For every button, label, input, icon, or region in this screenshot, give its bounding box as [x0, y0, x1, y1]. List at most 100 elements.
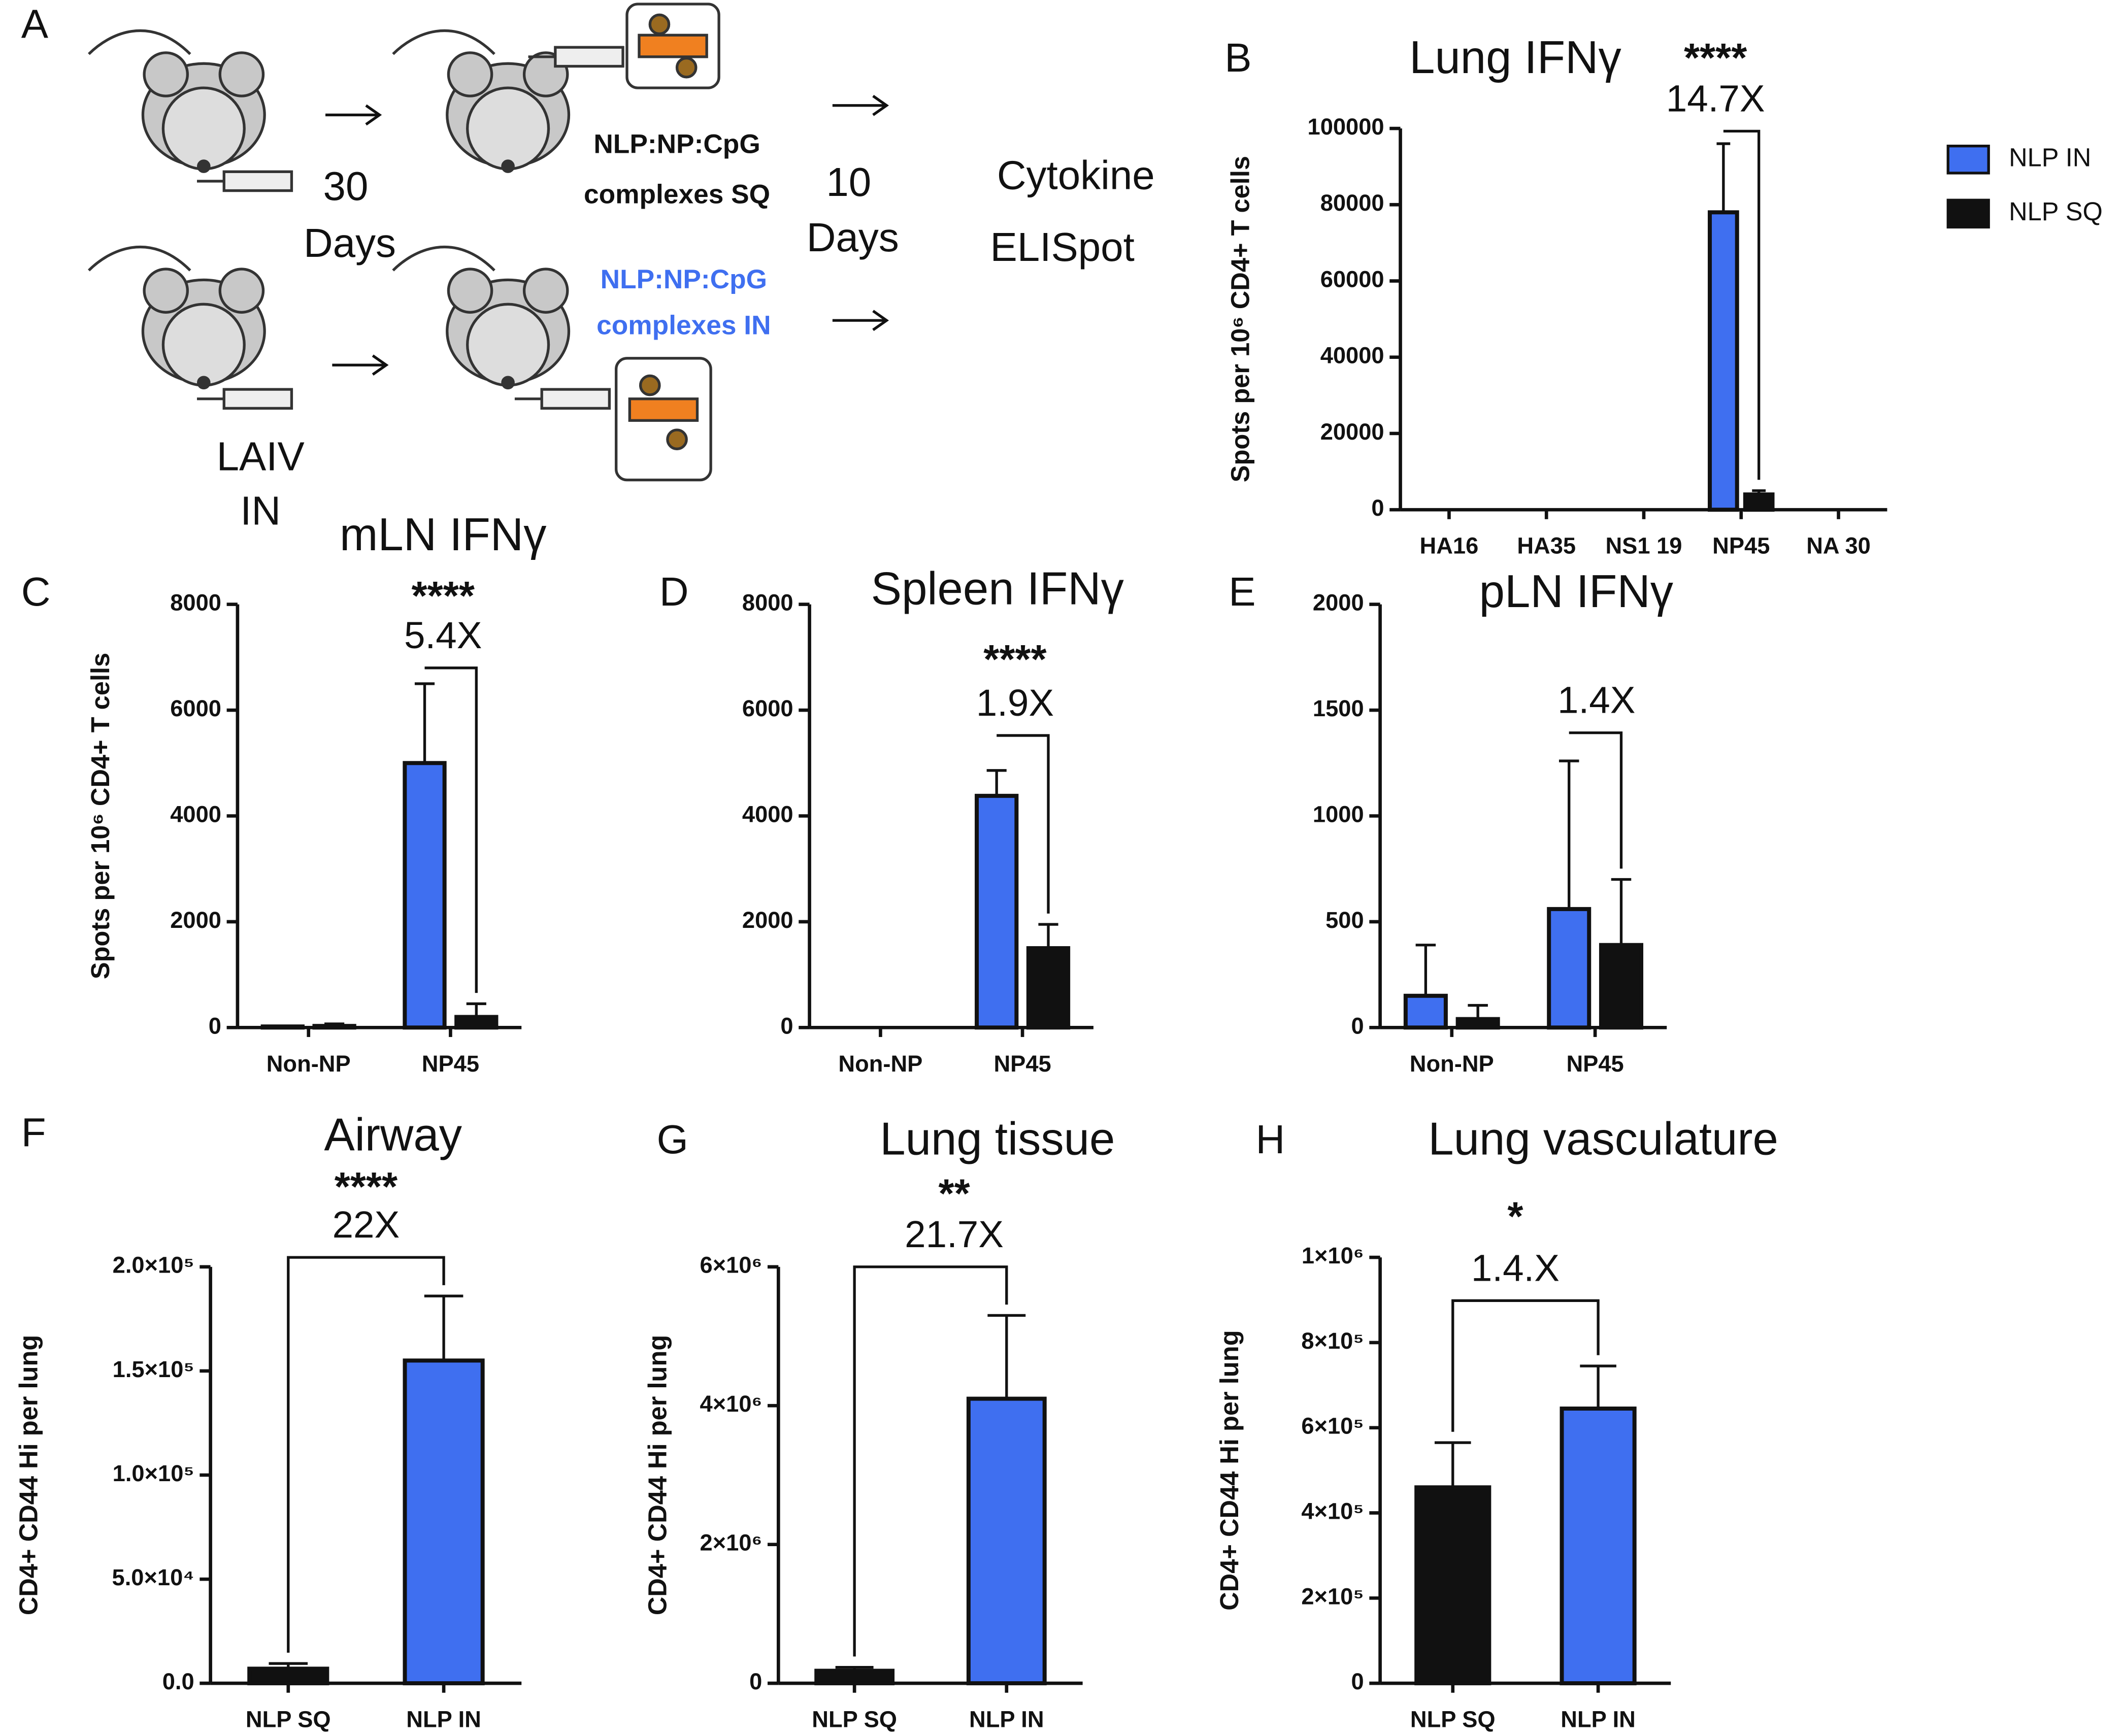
y-axis-title: CD4+ CD44 Hi per lung: [1215, 1330, 1244, 1610]
error-bar: [1415, 944, 1436, 996]
y-axis-title: CD4+ CD44 Hi per lung: [14, 1335, 43, 1615]
error-bar: [987, 1314, 1026, 1399]
y-tick-label: 0: [1351, 1013, 1364, 1039]
interval-unit: Days: [304, 220, 396, 265]
annotation: 21.7X: [905, 1213, 1004, 1255]
error-bar: [414, 682, 435, 763]
error-bar: [986, 769, 1007, 796]
y-tick-label: 4×10⁵: [1301, 1498, 1364, 1524]
y-tick-label: 5.0×10⁴: [112, 1564, 194, 1590]
y-tick-label: 6×10⁵: [1301, 1413, 1364, 1439]
error-bar: [1468, 1004, 1488, 1019]
y-tick-label: 1000: [1313, 801, 1364, 827]
y-tick-label: 0: [780, 1013, 793, 1039]
y-tick-label: 0: [1351, 1668, 1364, 1694]
readout: ELISpot: [990, 224, 1135, 270]
y-tick-label: 1×10⁶: [1302, 1243, 1364, 1268]
error-bar: [466, 1002, 486, 1017]
bar: [1455, 1017, 1500, 1030]
syringes: [196, 46, 624, 410]
y-tick-label: 0: [209, 1013, 221, 1039]
significance-bracket: [287, 1256, 445, 1653]
error-bar: [1611, 878, 1632, 945]
y-tick-label: 1500: [1313, 695, 1364, 721]
error-bar: [1038, 923, 1058, 948]
x-tick-label: NLP IN: [969, 1707, 1044, 1732]
readout: Cytokine: [997, 153, 1155, 198]
mouse-icons: [88, 29, 571, 390]
error-bar: [424, 1294, 463, 1361]
bar: [403, 1358, 485, 1686]
annotation: 14.7X: [1666, 77, 1765, 119]
boost-sq: complexes SQ: [584, 179, 770, 209]
y-tick-label: 60000: [1320, 266, 1384, 292]
annotation: ****: [412, 573, 475, 618]
bar: [975, 793, 1019, 1030]
x-tick-label: NLP SQ: [1410, 1707, 1496, 1732]
significance-bracket: [853, 1265, 1008, 1657]
bar: [1743, 492, 1775, 512]
annotation: **: [938, 1171, 970, 1216]
x-tick-label: NA 30: [1806, 533, 1871, 559]
chart-title: mLN IFNγ: [340, 509, 546, 560]
arrows: [325, 94, 889, 376]
annotation: 22X: [333, 1203, 400, 1246]
x-tick-label: NP45: [422, 1051, 479, 1077]
y-tick-label: 2×10⁶: [700, 1530, 762, 1556]
panel-letter: B: [1224, 35, 1251, 80]
interval: 30: [323, 163, 369, 209]
x-tick-label: HA35: [1517, 533, 1576, 559]
interval: 10: [826, 159, 871, 205]
y-tick-label: 40000: [1320, 343, 1384, 369]
prime: LAIV: [217, 434, 305, 479]
y-tick-label: 2000: [1313, 590, 1364, 616]
chart-title: pLN IFNγ: [1479, 566, 1673, 617]
annotation: 1.4X: [1557, 679, 1635, 721]
x-tick-label: NP45: [1712, 533, 1770, 559]
significance-bracket: [997, 734, 1050, 914]
error-bar: [835, 1666, 874, 1671]
y-axis-title: Spots per 10⁶ CD4+ T cells: [86, 653, 115, 979]
y-tick-label: 8×10⁵: [1301, 1328, 1364, 1354]
panel-letter: C: [21, 569, 51, 614]
panel-letter: H: [1256, 1117, 1285, 1162]
legend-label: NLP IN: [2009, 143, 2091, 172]
chart-title: Lung vasculature: [1428, 1114, 1778, 1165]
error-bar: [324, 1022, 345, 1026]
boost-sq: NLP:NP:CpG: [593, 129, 760, 159]
annotation: ****: [1684, 35, 1747, 80]
x-tick-label: NP45: [1566, 1051, 1623, 1077]
bar: [1026, 946, 1071, 1030]
panel-a-texts: A 30 Days 10 Days Cytokine ELISpot NLP:N…: [21, 1, 1155, 533]
chart-title: Airway: [324, 1110, 462, 1161]
x-tick-label: Non-NP: [267, 1051, 351, 1077]
x-tick-label: NS1 19: [1605, 533, 1682, 559]
y-tick-label: 100000: [1308, 114, 1384, 140]
x-tick-label: Non-NP: [1410, 1051, 1494, 1077]
prime: IN: [240, 488, 281, 533]
x-tick-label: NLP IN: [1561, 1707, 1636, 1732]
x-tick-label: HA16: [1420, 533, 1479, 559]
x-tick-label: NLP IN: [406, 1707, 481, 1732]
legend-swatch: [1946, 145, 1990, 175]
bar: [312, 1024, 356, 1030]
significance-bracket: [424, 666, 478, 993]
bar: [1414, 1485, 1491, 1686]
panel-a-diagram: [88, 3, 889, 482]
boost-in: NLP:NP:CpG: [601, 264, 767, 294]
bar: [814, 1668, 895, 1686]
annotation: ****: [983, 637, 1047, 682]
y-tick-label: 1.5×10⁵: [113, 1356, 194, 1382]
legend-swatch: [1946, 198, 1990, 229]
legend-label: NLP SQ: [2009, 197, 2103, 226]
error-bar: [1716, 142, 1731, 213]
bar: [1708, 210, 1739, 512]
y-axis-title: Spots per 10⁶ CD4+ T cells: [1225, 156, 1254, 482]
y-tick-label: 6000: [742, 695, 793, 721]
annotation: *: [1507, 1194, 1523, 1239]
x-tick-label: NLP SQ: [246, 1707, 331, 1732]
y-tick-label: 6000: [170, 695, 221, 721]
annotation: 5.4X: [404, 614, 482, 656]
y-axis-title: CD4+ CD44 Hi per lung: [643, 1335, 672, 1615]
